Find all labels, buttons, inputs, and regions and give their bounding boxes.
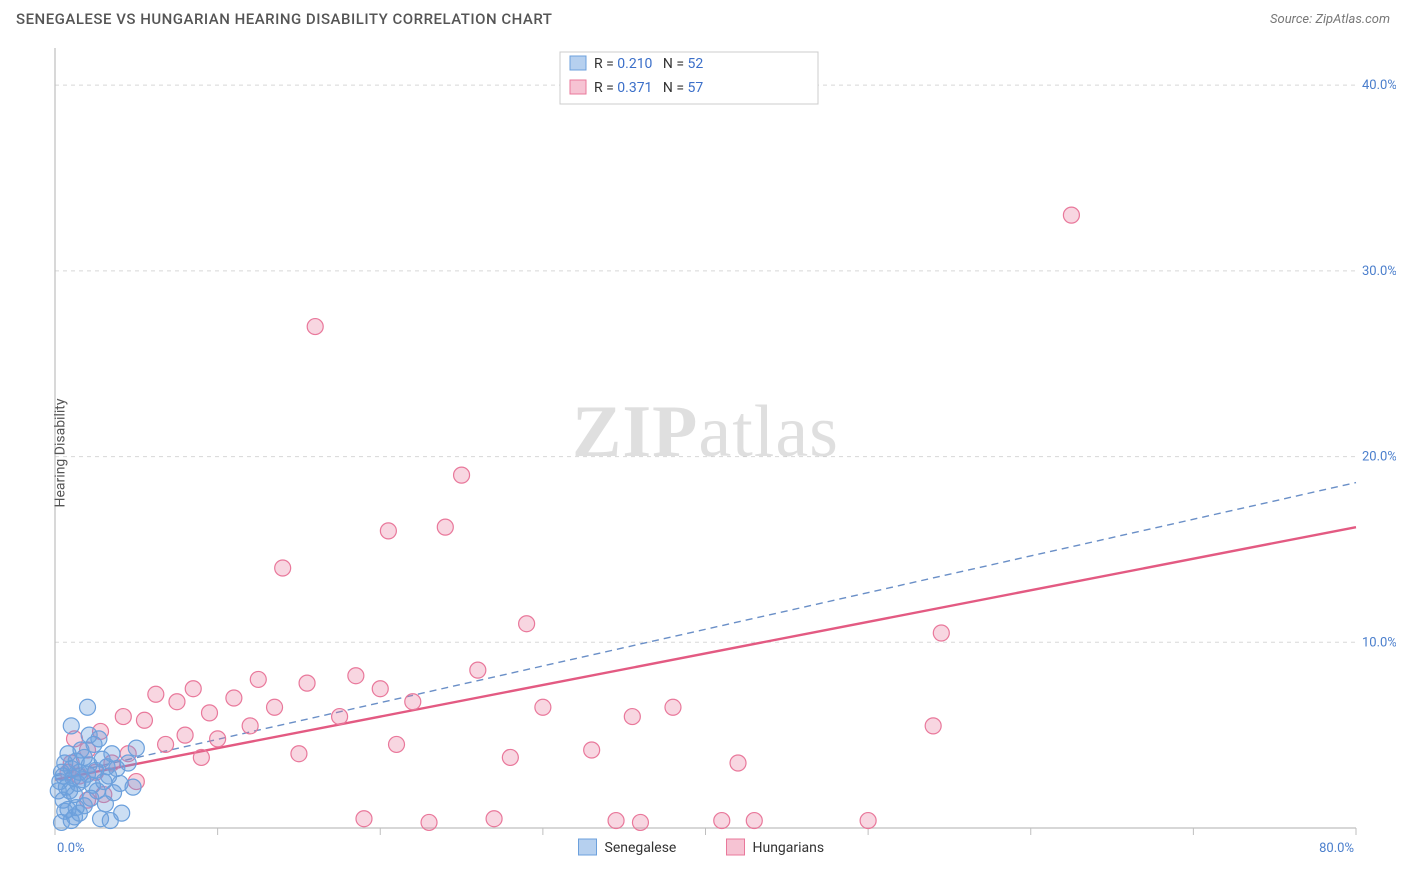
data-point-senegalese	[104, 746, 120, 762]
watermark: ZIPatlas	[572, 391, 839, 473]
data-point-hungarians	[299, 675, 315, 691]
data-point-hungarians	[437, 519, 453, 535]
legend-swatch-hungarians	[570, 80, 586, 94]
data-point-hungarians	[730, 755, 746, 771]
source-name: ZipAtlas.com	[1315, 12, 1390, 27]
data-point-hungarians	[624, 709, 640, 725]
y-tick-label: 30.0%	[1362, 264, 1396, 279]
data-point-hungarians	[169, 694, 185, 710]
data-point-hungarians	[933, 625, 949, 641]
data-point-hungarians	[148, 686, 164, 702]
data-point-hungarians	[389, 736, 405, 752]
data-point-hungarians	[665, 699, 681, 715]
x-tick-label: 80.0%	[1319, 841, 1354, 856]
data-point-hungarians	[158, 736, 174, 752]
trend-line-hungarians	[55, 527, 1356, 780]
data-point-hungarians	[210, 731, 226, 747]
data-point-senegalese	[81, 727, 97, 743]
data-point-hungarians	[177, 727, 193, 743]
data-point-hungarians	[860, 813, 876, 829]
data-point-hungarians	[584, 742, 600, 758]
legend-swatch-senegalese	[570, 56, 586, 70]
data-point-hungarians	[226, 690, 242, 706]
data-point-hungarians	[307, 319, 323, 335]
data-point-senegalese	[68, 800, 84, 816]
bottom-legend-label-hungarians: Hungarians	[753, 840, 825, 856]
data-point-hungarians	[608, 813, 624, 829]
chart-header: SENEGALESE VS HUNGARIAN HEARING DISABILI…	[10, 6, 1396, 38]
data-point-hungarians	[535, 699, 551, 715]
bottom-legend-label-senegalese: Senegalese	[605, 840, 677, 856]
data-point-senegalese	[128, 740, 144, 756]
data-point-hungarians	[136, 712, 152, 728]
data-point-hungarians	[502, 749, 518, 765]
data-point-hungarians	[454, 467, 470, 483]
chart-container: Hearing Disability 0.0% 80.0% 10.0% 20.0% 30…	[10, 38, 1396, 868]
data-point-hungarians	[714, 813, 730, 829]
data-point-hungarians	[250, 671, 266, 687]
x-tick-label: 0.0%	[57, 841, 85, 856]
data-point-hungarians	[115, 709, 131, 725]
data-point-hungarians	[405, 694, 421, 710]
data-point-hungarians	[746, 813, 762, 829]
data-point-hungarians	[925, 718, 941, 734]
chart-title: SENEGALESE VS HUNGARIAN HEARING DISABILI…	[16, 10, 552, 28]
data-point-senegalese	[63, 718, 79, 734]
data-point-hungarians	[193, 749, 209, 765]
data-point-senegalese	[120, 755, 136, 771]
chart-source: Source: ZipAtlas.com	[1270, 12, 1390, 27]
y-axis-label: Hearing Disability	[52, 399, 68, 508]
data-point-hungarians	[291, 746, 307, 762]
data-point-senegalese	[125, 779, 141, 795]
data-point-hungarians	[201, 705, 217, 721]
data-point-hungarians	[421, 814, 437, 830]
data-point-hungarians	[470, 662, 486, 678]
y-tick-label: 20.0%	[1362, 450, 1396, 465]
data-point-hungarians	[242, 718, 258, 734]
bottom-legend-swatch-senegalese	[579, 839, 597, 855]
data-point-hungarians	[1063, 207, 1079, 223]
y-tick-label: 40.0%	[1362, 78, 1396, 93]
legend-stats-hungarians: R = 0.371 N = 57	[594, 80, 703, 96]
data-point-senegalese	[80, 699, 96, 715]
data-point-hungarians	[348, 668, 364, 684]
data-point-hungarians	[267, 699, 283, 715]
data-point-hungarians	[632, 814, 648, 830]
data-point-hungarians	[380, 523, 396, 539]
data-point-hungarians	[356, 811, 372, 827]
data-point-hungarians	[185, 681, 201, 697]
data-point-hungarians	[519, 616, 535, 632]
data-point-hungarians	[372, 681, 388, 697]
data-point-hungarians	[275, 560, 291, 576]
legend-stats-senegalese: R = 0.210 N = 52	[594, 56, 703, 72]
data-point-hungarians	[332, 709, 348, 725]
bottom-legend-swatch-hungarians	[727, 839, 745, 855]
data-point-hungarians	[486, 811, 502, 827]
data-point-senegalese	[102, 813, 118, 829]
y-tick-label: 10.0%	[1362, 635, 1396, 650]
scatter-chart: 0.0% 80.0% 10.0% 20.0% 30.0% 40.0% ZIPatlas R =…	[10, 38, 1396, 868]
source-prefix: Source:	[1270, 12, 1315, 27]
